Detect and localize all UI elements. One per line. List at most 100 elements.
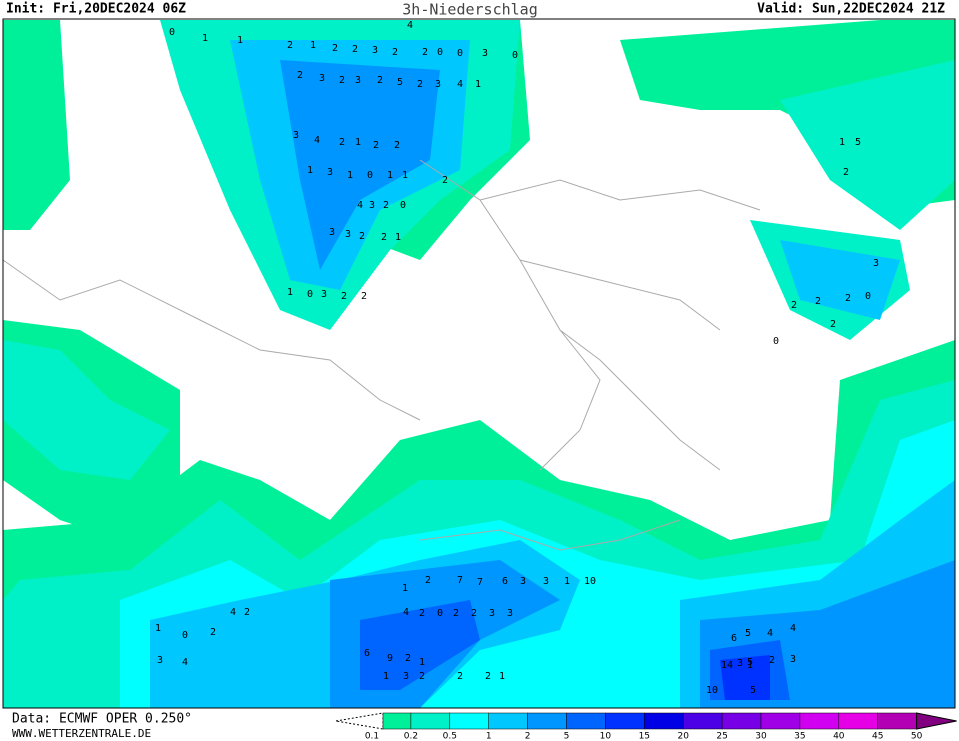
grid-value: 2 bbox=[419, 608, 425, 619]
grid-value: 2 bbox=[485, 671, 491, 682]
grid-value: 3 bbox=[345, 229, 351, 240]
grid-value: 4 bbox=[357, 200, 363, 211]
grid-value: 5 bbox=[745, 628, 751, 639]
grid-value: 1 bbox=[307, 165, 313, 176]
grid-value: 1 bbox=[395, 232, 401, 243]
grid-value: 4 bbox=[790, 623, 796, 634]
grid-value: 2 bbox=[791, 300, 797, 311]
grid-value: 2 bbox=[339, 75, 345, 86]
legend-tick-label: 0.1 bbox=[365, 732, 379, 741]
grid-value: 2 bbox=[417, 79, 423, 90]
grid-value: 3 bbox=[520, 576, 526, 587]
grid-value: 4 bbox=[403, 607, 409, 618]
grid-value: 0 bbox=[169, 27, 175, 38]
grid-value: 3 bbox=[435, 79, 441, 90]
legend-swatch bbox=[449, 712, 489, 730]
legend-swatch bbox=[799, 712, 840, 730]
grid-value: 7 bbox=[457, 575, 463, 586]
grid-value: 2 bbox=[383, 200, 389, 211]
grid-value: 3 bbox=[321, 289, 327, 300]
grid-value: 2 bbox=[339, 137, 345, 148]
grid-value: 2 bbox=[210, 627, 216, 638]
grid-value: 2 bbox=[392, 47, 398, 58]
legend-swatch bbox=[877, 712, 917, 730]
legend-swatch bbox=[760, 712, 801, 730]
grid-value: 1 bbox=[387, 170, 393, 181]
grid-value: 2 bbox=[381, 232, 387, 243]
grid-value: 3 bbox=[507, 608, 513, 619]
grid-value: 1 bbox=[237, 35, 243, 46]
grid-value: 3 bbox=[327, 167, 333, 178]
grid-value: 0 bbox=[457, 48, 463, 59]
legend-swatch bbox=[488, 712, 528, 730]
grid-value: 2 bbox=[405, 653, 411, 664]
grid-value: 10 bbox=[584, 576, 596, 587]
legend-swatch bbox=[682, 712, 723, 730]
site-label: WWW.WETTERZENTRALE.DE bbox=[12, 727, 151, 740]
legend-tick-label: 2 bbox=[525, 732, 531, 741]
grid-value: 2 bbox=[244, 607, 250, 618]
grid-value: 3 bbox=[319, 73, 325, 84]
grid-value: 0 bbox=[367, 170, 373, 181]
grid-value: 1 bbox=[747, 660, 753, 671]
legend-tick-label: 40 bbox=[833, 732, 845, 741]
grid-value: 1 bbox=[402, 583, 408, 594]
grid-value: 4 bbox=[230, 607, 236, 618]
grid-value: 2 bbox=[453, 608, 459, 619]
grid-value: 2 bbox=[457, 671, 463, 682]
grid-value: 2 bbox=[815, 296, 821, 307]
grid-value: 2 bbox=[843, 167, 849, 178]
map-title: 3h-Niederschlag bbox=[402, 1, 537, 19]
grid-value: 2 bbox=[394, 140, 400, 151]
legend-tick-label: 15 bbox=[639, 732, 650, 741]
grid-value: 2 bbox=[425, 575, 431, 586]
grid-value: 3 bbox=[790, 654, 796, 665]
grid-value: 0 bbox=[512, 50, 518, 61]
grid-value: 2 bbox=[442, 175, 448, 186]
grid-value: 2 bbox=[287, 40, 293, 51]
grid-value: 3 bbox=[157, 655, 163, 666]
grid-value: 2 bbox=[377, 75, 383, 86]
legend: 0.1 0.2 0.5 1 2 5 10 15 20 25 30 35 40 45 50 bbox=[335, 712, 957, 741]
grid-value: 0 bbox=[182, 630, 188, 641]
legend-tick-label: 45 bbox=[872, 732, 883, 741]
grid-value: 1 bbox=[287, 287, 293, 298]
grid-value: 1 bbox=[564, 576, 570, 587]
grid-value: 1 bbox=[402, 170, 408, 181]
grid-value: 3 bbox=[873, 258, 879, 269]
grid-value: 3 bbox=[403, 671, 409, 682]
grid-value: 2 bbox=[361, 291, 367, 302]
grid-value: 2 bbox=[419, 671, 425, 682]
grid-value: 3 bbox=[737, 658, 743, 669]
grid-value: 2 bbox=[359, 231, 365, 242]
grid-value: 5 bbox=[750, 685, 756, 696]
grid-value: 3 bbox=[355, 75, 361, 86]
grid-value: 3 bbox=[482, 48, 488, 59]
legend-tick-label: 0.5 bbox=[443, 732, 457, 741]
grid-value: 0 bbox=[307, 289, 313, 300]
legend-swatch bbox=[838, 712, 878, 730]
legend-tick-label: 25 bbox=[716, 732, 727, 741]
legend-swatch bbox=[644, 712, 684, 730]
grid-value: 2 bbox=[341, 291, 347, 302]
grid-value: 3 bbox=[293, 130, 299, 141]
legend-tick-label: 35 bbox=[794, 732, 805, 741]
grid-value: 4 bbox=[407, 20, 413, 31]
grid-value: 1 bbox=[347, 170, 353, 181]
grid-value: 1 bbox=[475, 79, 481, 90]
grid-value: 0 bbox=[773, 336, 779, 347]
legend-tick-label: 30 bbox=[755, 732, 767, 741]
legend-tick-label: 50 bbox=[911, 732, 923, 741]
legend-swatch bbox=[527, 712, 567, 730]
map-labels: 01 1 2 1 2 2 3 242 0 0 3 02 3 2 3 2 5 2 3 4 13 4 2 1 2 21 3 1 0 1 1 24 3… bbox=[155, 20, 879, 696]
grid-value: 10 bbox=[706, 685, 718, 696]
grid-value: 4 bbox=[314, 135, 320, 146]
grid-value: 2 bbox=[297, 70, 303, 81]
map-frame bbox=[2, 18, 956, 709]
legend-swatch bbox=[605, 712, 645, 730]
grid-value: 7 bbox=[477, 577, 483, 588]
grid-value: 4 bbox=[182, 657, 188, 668]
grid-value: 0 bbox=[400, 200, 406, 211]
legend-swatch bbox=[410, 712, 451, 730]
grid-value: 3 bbox=[489, 608, 495, 619]
